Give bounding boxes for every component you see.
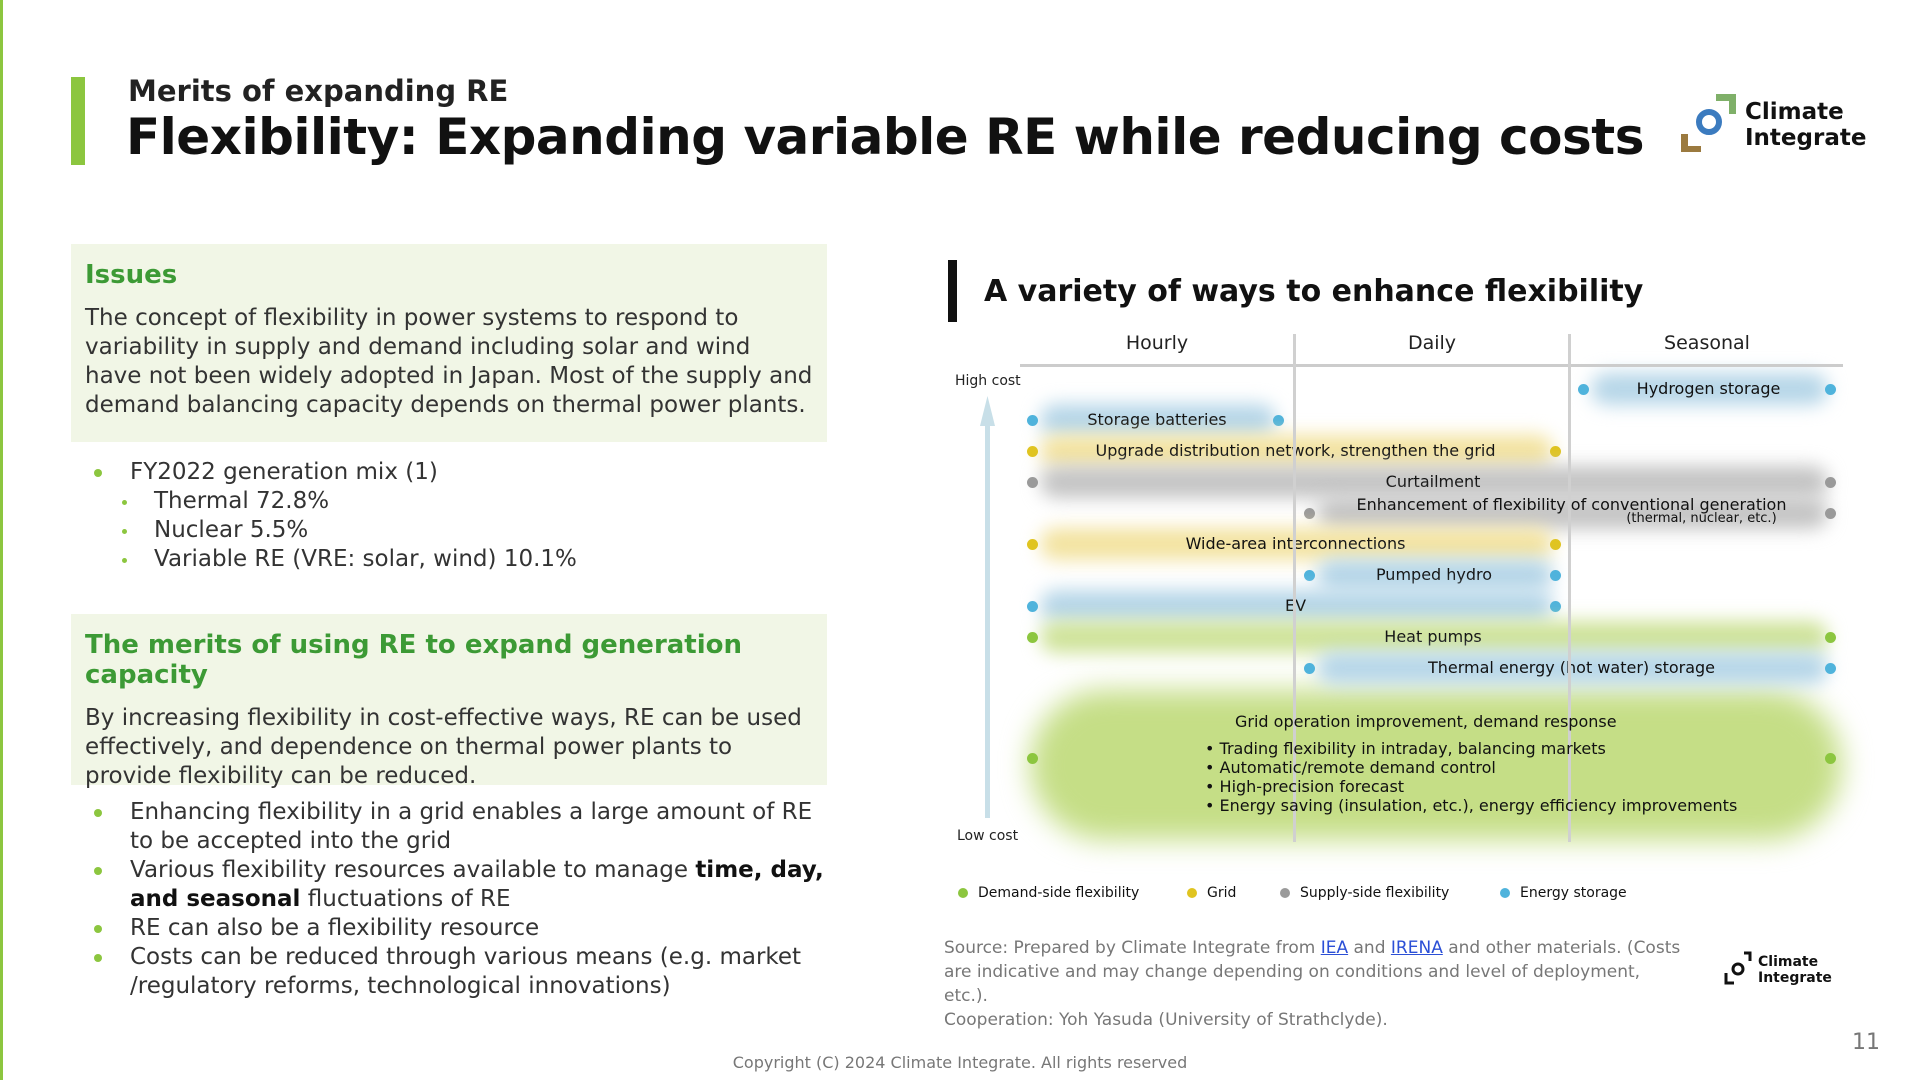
copyright: Copyright (C) 2024 Climate Integrate. Al… — [732, 1053, 1188, 1072]
row-dot — [1550, 539, 1561, 550]
row-dot — [1027, 601, 1038, 612]
row-label: Hydrogen storage — [1636, 379, 1781, 398]
row-label: Pumped hydro — [1375, 565, 1493, 584]
row-dot — [1825, 753, 1836, 764]
row-label: Storage batteries — [1087, 410, 1227, 429]
page-number: 11 — [1852, 1030, 1880, 1055]
left-edge-line — [0, 0, 3, 1080]
row-label: Enhancement of flexibility of convention… — [1356, 495, 1787, 526]
row-dot — [1825, 632, 1836, 643]
row-dot — [1273, 415, 1284, 426]
row-band — [1040, 621, 1828, 653]
legend-item: Demand-side flexibility — [958, 885, 1139, 901]
grid-operation-label: Grid operation improvement, demand respo… — [1235, 712, 1617, 731]
cost-arrow-icon — [980, 396, 995, 818]
cooperation-note: Cooperation: Yoh Yasuda (University of S… — [944, 1010, 1388, 1030]
row-dot — [1304, 570, 1315, 581]
row-dot — [1027, 477, 1038, 488]
row-band — [1040, 466, 1828, 498]
grid-operation-bullet: • Trading flexibility in intraday, balan… — [1205, 739, 1606, 758]
row-dot — [1825, 477, 1836, 488]
row-dot — [1825, 663, 1836, 674]
merits-bullets: Enhancing flexibility in a grid enables … — [92, 798, 832, 1001]
list-item: Various flexibility resources available … — [92, 856, 832, 914]
list-item: Nuclear 5.5% — [92, 516, 577, 545]
row-dot — [1550, 446, 1561, 457]
legend-item: Grid — [1187, 885, 1236, 901]
grid-operation-bullet: • High-precision forecast — [1205, 777, 1405, 796]
small-logo: Climate Integrate — [1724, 951, 1832, 986]
row-band — [1040, 528, 1553, 560]
row-dot — [1027, 415, 1038, 426]
row-band — [1040, 590, 1553, 622]
svg-text:Integrate: Integrate — [1758, 970, 1832, 986]
page-title: Flexibility: Expanding variable RE while… — [126, 108, 1644, 166]
row-label: Heat pumps — [1384, 627, 1482, 646]
row-dot — [1550, 601, 1561, 612]
grid-operation-item: Grid operation improvement, demand respo… — [1205, 712, 1737, 815]
list-item: Enhancing flexibility in a grid enables … — [92, 798, 832, 856]
row-dot — [1304, 663, 1315, 674]
page-subtitle: Merits of expanding RE — [128, 74, 509, 108]
legend-dot-icon — [1280, 888, 1290, 898]
column-divider — [1568, 334, 1571, 842]
row-dot — [1825, 384, 1836, 395]
grid-operation-bullet: • Automatic/remote demand control — [1205, 758, 1496, 777]
legend-dot-icon — [1187, 888, 1197, 898]
list-item: FY2022 generation mix (1) — [92, 458, 577, 487]
row-band — [1591, 373, 1828, 405]
legend-dot-icon — [958, 888, 968, 898]
irena-link[interactable]: IRENA — [1390, 938, 1443, 958]
chart-title-bar — [948, 260, 957, 322]
row-dot — [1550, 570, 1561, 581]
svg-text:Climate: Climate — [1745, 99, 1844, 125]
source-note: Source: Prepared by Climate Integrate fr… — [944, 938, 1681, 1030]
title-accent-bar — [71, 77, 85, 165]
chart-title: A variety of ways to enhance flexibility — [984, 274, 1644, 309]
grid-operation-blob — [1030, 690, 1842, 840]
merits-body: By increasing flexibility in cost-effect… — [85, 705, 802, 789]
row-dot — [1027, 632, 1038, 643]
issues-body: The concept of flexibility in power syst… — [85, 305, 813, 418]
legend-item: Energy storage — [1500, 885, 1627, 901]
column-daily: Daily — [1407, 332, 1457, 354]
iea-link[interactable]: IEA — [1320, 938, 1349, 958]
issues-box: Issues The concept of flexibility in pow… — [71, 244, 827, 442]
column-seasonal: Seasonal — [1664, 332, 1750, 354]
list-item: Thermal 72.8% — [92, 487, 577, 516]
row-dot — [1027, 753, 1038, 764]
issues-heading: Issues — [85, 260, 178, 290]
list-item: Costs can be reduced through various mea… — [92, 943, 832, 1001]
svg-text:Climate: Climate — [1758, 954, 1818, 970]
row-dot — [1304, 508, 1315, 519]
header-divider — [1020, 364, 1843, 367]
list-item: RE can also be a flexibility resource — [92, 914, 832, 943]
svg-text:Integrate: Integrate — [1745, 125, 1866, 151]
climate-integrate-logo: Climate Integrate — [1681, 94, 1866, 152]
row-band — [1040, 404, 1276, 436]
row-dot — [1578, 384, 1589, 395]
row-label: Curtailment — [1385, 472, 1481, 491]
merits-box: The merits of using RE to expand generat… — [71, 614, 827, 789]
high-cost-label: High cost — [955, 373, 1021, 389]
row-dot — [1027, 539, 1038, 550]
row-band — [1317, 497, 1828, 529]
issues-bullets: FY2022 generation mix (1) Thermal 72.8% Nu… — [92, 458, 577, 574]
legend-dot-icon — [1500, 888, 1510, 898]
low-cost-label: Low cost — [957, 828, 1019, 844]
row-dot — [1825, 508, 1836, 519]
list-item: Variable RE (VRE: solar, wind) 10.1% — [92, 545, 577, 574]
row-dot — [1027, 446, 1038, 457]
row-label: Thermal energy (hot water) storage — [1427, 658, 1716, 677]
row-band — [1317, 559, 1553, 591]
row-band — [1040, 435, 1553, 467]
grid-operation-bullet: • Energy saving (insulation, etc.), ener… — [1205, 796, 1738, 815]
column-hourly: Hourly — [1125, 332, 1189, 354]
column-divider — [1293, 334, 1296, 842]
legend-item: Supply-side flexibility — [1280, 885, 1449, 901]
row-band — [1317, 652, 1828, 684]
merits-heading: The merits of using RE to expand generat… — [85, 630, 743, 690]
